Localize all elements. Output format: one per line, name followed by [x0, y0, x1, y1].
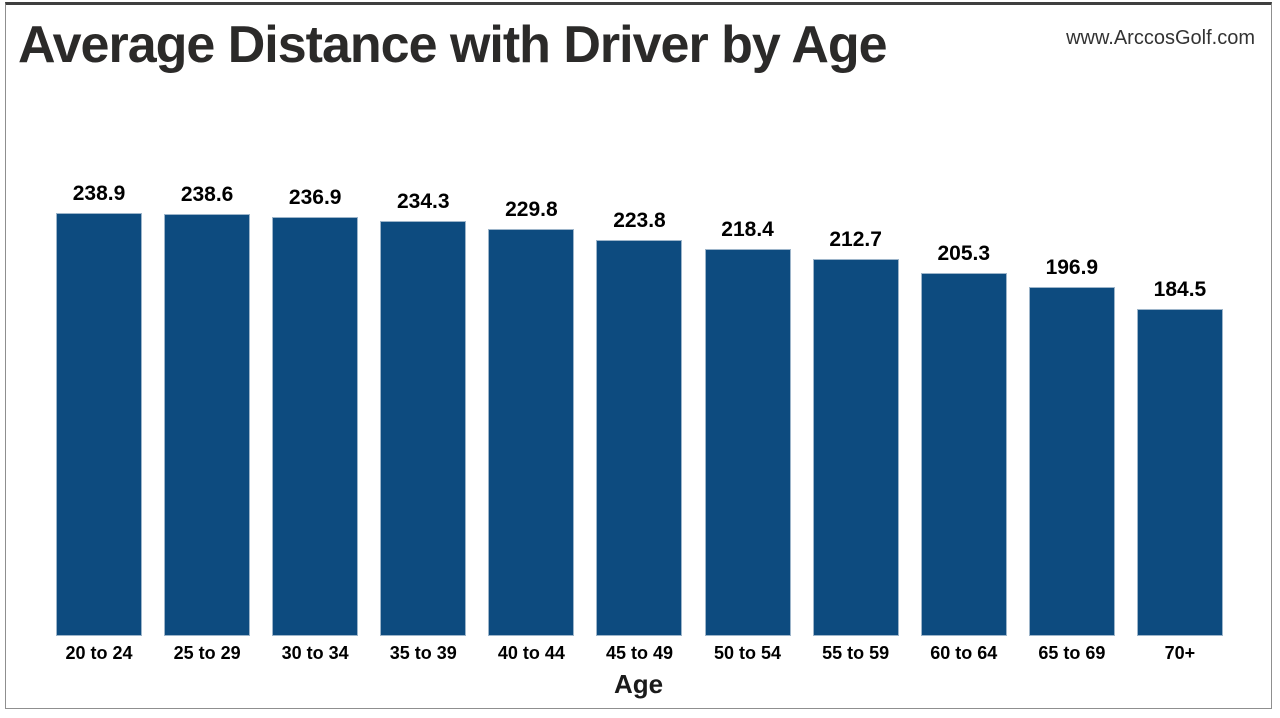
- x-tick-label: 65 to 69: [1038, 643, 1106, 663]
- x-tick-label: 45 to 49: [605, 643, 673, 663]
- watermark-url: www.ArccosGolf.com: [1066, 27, 1255, 49]
- bar: [56, 213, 142, 636]
- chart-frame: Average Distance with Driver by Age www.…: [5, 2, 1272, 709]
- bar-value-label: 212.7: [829, 228, 882, 252]
- bar: [488, 229, 575, 636]
- bar-column: 196.9 65 to 69: [1028, 256, 1115, 663]
- x-axis-title: Age: [613, 669, 664, 699]
- bar-column: 218.4 50 to 54: [704, 218, 791, 663]
- bar-column: 238.6 25 to 29: [164, 182, 251, 663]
- bar-column: 212.7 55 to 59: [812, 228, 899, 663]
- bar: [812, 259, 899, 636]
- bar-column: 238.9 20 to 24: [56, 182, 142, 663]
- bar-value-label: 238.6: [180, 182, 234, 206]
- bar: [272, 216, 359, 636]
- bar-value-label: 205.3: [937, 241, 991, 265]
- bar-value-label: 238.9: [72, 182, 126, 205]
- bar-value-label: 236.9: [288, 185, 342, 209]
- x-tick-label: 70+: [1164, 643, 1196, 663]
- bar: [596, 239, 683, 636]
- bar: [1136, 309, 1223, 636]
- bar-value-label: 234.3: [397, 190, 450, 214]
- x-tick-label: 25 to 29: [173, 643, 241, 663]
- x-tick-label: 35 to 39: [389, 643, 457, 663]
- x-tick-label: 55 to 59: [822, 643, 890, 663]
- x-tick-label: 40 to 44: [497, 643, 565, 663]
- bar: [380, 221, 467, 636]
- bar: [1028, 287, 1115, 636]
- bar-value-label: 229.8: [505, 198, 558, 222]
- x-tick-label: 50 to 54: [714, 643, 782, 663]
- bar-value-label: 184.5: [1153, 278, 1207, 302]
- bar-column: 236.9 30 to 34: [272, 185, 359, 663]
- bar-column: 223.8 45 to 49: [596, 208, 683, 663]
- x-tick-label: 20 to 24: [65, 643, 133, 663]
- bar-value-label: 196.9: [1045, 256, 1099, 280]
- bar-value-label: 218.4: [721, 218, 774, 242]
- plot-area: 238.9 20 to 24 238.6 25 to 29 236.9 30 to 34 2…: [56, 5, 1223, 663]
- chart-title: Average Distance with Driver by Age: [18, 16, 888, 74]
- bar: [704, 249, 791, 636]
- bar-column: 205.3 60 to 64: [920, 241, 1007, 663]
- bar-column: 234.3 35 to 39: [380, 190, 467, 663]
- bar: [920, 272, 1007, 636]
- x-tick-label: 30 to 34: [281, 643, 349, 663]
- bar: [164, 213, 251, 636]
- bar-value-label: 223.8: [613, 208, 666, 232]
- x-tick-label: 60 to 64: [930, 643, 998, 663]
- bar-column: 229.8 40 to 44: [488, 198, 575, 663]
- bar-column: 184.5 70+: [1136, 278, 1223, 663]
